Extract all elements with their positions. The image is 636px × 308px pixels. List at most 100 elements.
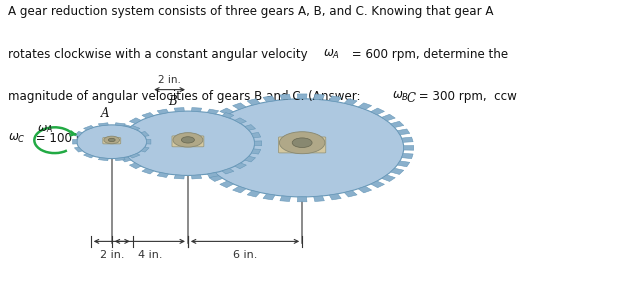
- Polygon shape: [251, 132, 261, 138]
- Polygon shape: [83, 153, 93, 158]
- Polygon shape: [191, 153, 203, 159]
- Polygon shape: [129, 163, 141, 169]
- Polygon shape: [157, 109, 169, 114]
- Polygon shape: [191, 175, 202, 179]
- Polygon shape: [130, 153, 140, 158]
- Polygon shape: [391, 168, 404, 174]
- Polygon shape: [99, 123, 108, 126]
- Polygon shape: [329, 96, 341, 102]
- Polygon shape: [142, 168, 154, 174]
- Polygon shape: [247, 99, 260, 105]
- Polygon shape: [358, 103, 371, 109]
- Polygon shape: [344, 99, 357, 105]
- Polygon shape: [235, 118, 246, 124]
- Polygon shape: [382, 114, 395, 121]
- Polygon shape: [314, 94, 324, 100]
- Text: A gear reduction system consists of three gears A, B, and C. Knowing that gear A: A gear reduction system consists of thre…: [8, 5, 494, 18]
- Polygon shape: [191, 107, 202, 111]
- Circle shape: [200, 99, 404, 197]
- Text: 6 in.: 6 in.: [233, 250, 257, 260]
- Text: B: B: [168, 95, 176, 108]
- Circle shape: [292, 138, 312, 148]
- Polygon shape: [220, 108, 233, 115]
- Polygon shape: [207, 172, 219, 177]
- Polygon shape: [222, 113, 234, 118]
- Polygon shape: [314, 196, 324, 201]
- Polygon shape: [99, 158, 108, 161]
- Polygon shape: [174, 175, 184, 179]
- Text: A: A: [101, 107, 109, 120]
- Polygon shape: [115, 149, 125, 154]
- Polygon shape: [130, 125, 140, 130]
- Polygon shape: [222, 168, 234, 174]
- Polygon shape: [233, 103, 246, 109]
- Polygon shape: [195, 161, 207, 167]
- Polygon shape: [120, 125, 131, 130]
- Polygon shape: [209, 175, 223, 181]
- Polygon shape: [297, 197, 307, 202]
- Polygon shape: [115, 158, 125, 161]
- Circle shape: [279, 132, 325, 154]
- Text: $\omega_A$: $\omega_A$: [37, 124, 53, 136]
- Polygon shape: [129, 118, 141, 124]
- Polygon shape: [120, 156, 131, 162]
- Polygon shape: [254, 141, 261, 146]
- Polygon shape: [245, 156, 256, 162]
- Text: $\omega_A$: $\omega_A$: [323, 48, 340, 61]
- Text: = 300 rpm,  ccw: = 300 rpm, ccw: [415, 90, 517, 103]
- Polygon shape: [263, 96, 275, 102]
- Circle shape: [181, 137, 195, 143]
- Polygon shape: [191, 146, 201, 150]
- Polygon shape: [371, 181, 384, 188]
- Polygon shape: [209, 114, 223, 121]
- Polygon shape: [207, 109, 219, 114]
- Polygon shape: [233, 186, 246, 193]
- Text: = 100 rpm,  cw ): = 100 rpm, cw ): [32, 132, 136, 145]
- Polygon shape: [220, 181, 233, 188]
- Polygon shape: [74, 147, 83, 152]
- Polygon shape: [200, 168, 214, 174]
- Text: 4 in.: 4 in.: [137, 250, 162, 260]
- Polygon shape: [247, 191, 260, 197]
- Polygon shape: [83, 125, 93, 130]
- Circle shape: [77, 125, 147, 159]
- Text: $\omega_C$: $\omega_C$: [8, 132, 26, 145]
- Polygon shape: [141, 132, 149, 136]
- Polygon shape: [191, 137, 203, 142]
- Text: rotates clockwise with a constant angular velocity: rotates clockwise with a constant angula…: [8, 48, 312, 61]
- Polygon shape: [404, 146, 414, 150]
- Polygon shape: [358, 186, 371, 193]
- Polygon shape: [344, 191, 357, 197]
- Text: = 600 rpm, determine the: = 600 rpm, determine the: [349, 48, 509, 61]
- Polygon shape: [382, 175, 395, 181]
- Polygon shape: [114, 141, 121, 146]
- Polygon shape: [200, 121, 214, 128]
- Polygon shape: [263, 194, 275, 200]
- Polygon shape: [280, 94, 291, 100]
- Circle shape: [104, 136, 120, 144]
- Polygon shape: [280, 196, 291, 201]
- Polygon shape: [251, 149, 261, 154]
- Polygon shape: [245, 125, 256, 130]
- Polygon shape: [235, 163, 246, 169]
- FancyBboxPatch shape: [279, 137, 326, 153]
- Text: 2 in.: 2 in.: [158, 75, 181, 85]
- Text: magnitude of angular velocities of gears B and C. (Answer:: magnitude of angular velocities of gears…: [8, 90, 364, 103]
- Text: $\omega_B$: $\omega_B$: [392, 90, 410, 103]
- Polygon shape: [115, 123, 125, 126]
- Circle shape: [121, 111, 254, 176]
- Polygon shape: [195, 129, 207, 135]
- Polygon shape: [141, 147, 149, 152]
- Polygon shape: [174, 107, 184, 111]
- FancyBboxPatch shape: [172, 136, 204, 147]
- Polygon shape: [398, 129, 410, 135]
- Text: 2 in.: 2 in.: [99, 250, 124, 260]
- Polygon shape: [142, 113, 154, 118]
- FancyBboxPatch shape: [103, 138, 121, 144]
- Polygon shape: [329, 194, 341, 200]
- Polygon shape: [297, 94, 307, 99]
- Polygon shape: [402, 153, 413, 159]
- Polygon shape: [115, 132, 125, 138]
- Polygon shape: [371, 108, 384, 115]
- Polygon shape: [157, 172, 169, 177]
